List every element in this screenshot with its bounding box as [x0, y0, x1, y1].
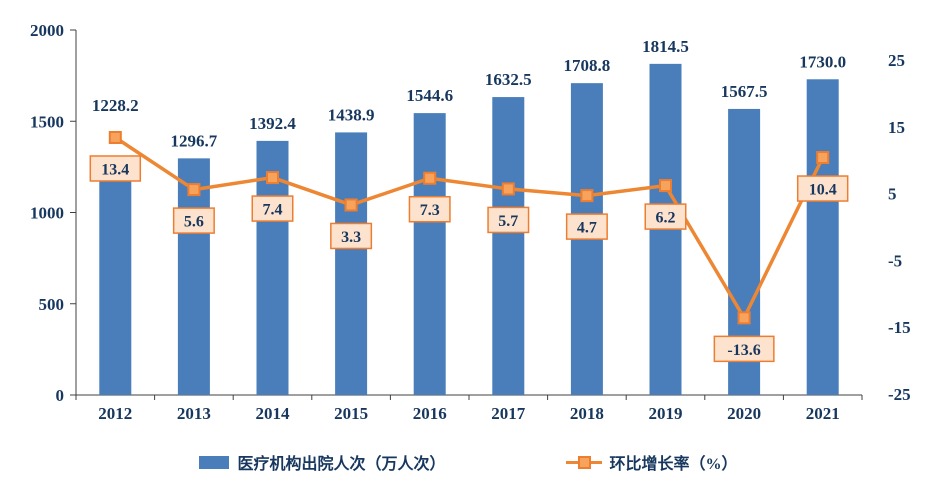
y-axis-tick-label: 1000	[30, 204, 64, 223]
line-value-label: 7.3	[420, 202, 440, 219]
secondary-y-axis-tick-label: 5	[888, 185, 897, 204]
x-axis-category-label: 2016	[413, 404, 447, 423]
x-axis-category-label: 2017	[491, 404, 526, 423]
line-swatch-marker	[577, 455, 591, 469]
line-marker	[108, 130, 122, 144]
secondary-y-axis-tick-label: 15	[888, 118, 905, 137]
line-value-label-box	[89, 155, 142, 182]
secondary-y-axis-tick-label: -15	[888, 318, 911, 337]
legend-label-line-series: 环比增长率（%）	[609, 456, 738, 473]
y-axis-tick-label: 1500	[30, 112, 64, 131]
line-series	[114, 136, 825, 320]
line-value-label: 4.7	[577, 220, 597, 237]
legend: 医疗机构出院人次（万人次） 环比增长率（%）	[0, 450, 937, 474]
line-value-label: 5.7	[498, 213, 518, 230]
line-value-label-box	[172, 207, 215, 234]
line-value-label: -13.6	[727, 342, 760, 359]
x-axis-category-label: 2018	[570, 404, 604, 423]
bar	[806, 79, 839, 396]
line-value-label-box	[487, 206, 530, 234]
line-value-label-box	[251, 195, 294, 222]
bar	[413, 113, 446, 395]
line-marker	[737, 311, 751, 325]
y-axis-tick-label: 0	[56, 386, 65, 405]
line-value-label: 5.6	[184, 214, 204, 231]
bar-value-label: 1708.8	[564, 56, 611, 75]
bar-value-label: 1567.5	[721, 82, 768, 101]
line-value-label: 10.4	[809, 182, 837, 199]
line-marker	[344, 198, 358, 212]
line-marker	[266, 171, 279, 185]
secondary-y-axis-tick-label: -25	[888, 385, 911, 404]
x-axis-category-label: 2021	[806, 404, 840, 423]
line-value-label-box	[796, 175, 849, 202]
bar	[99, 170, 132, 395]
x-axis-category-label: 2014	[256, 404, 291, 423]
bar-swatch-icon	[199, 455, 230, 469]
line-value-label-box	[713, 335, 775, 363]
bar-value-label: 1730.0	[799, 52, 846, 71]
legend-item-line-series: 环比增长率（%）	[565, 450, 738, 474]
bar	[177, 158, 210, 395]
bar-value-label: 1228.2	[92, 96, 139, 115]
line-value-label-box	[330, 222, 373, 250]
line-value-label: 13.4	[101, 161, 129, 178]
line-marker	[816, 151, 830, 165]
legend-label-bar-series: 医疗机构出院人次（万人次）	[237, 456, 446, 473]
line-value-label-box	[565, 213, 608, 240]
bar-value-label: 1544.6	[406, 86, 453, 105]
bar	[492, 97, 525, 395]
bar-value-label: 1814.5	[642, 37, 689, 56]
y-axis-tick-label: 2000	[30, 21, 64, 40]
line-marker-swatch-icon	[565, 455, 602, 469]
bar-value-label: 1438.9	[328, 105, 375, 124]
bar-value-label: 1632.5	[485, 70, 532, 89]
bar-value-label: 1296.7	[171, 131, 218, 150]
line-value-label-box	[408, 195, 451, 223]
line-marker	[501, 182, 515, 196]
y-axis-tick-label: 500	[39, 295, 65, 314]
secondary-y-axis-tick-label: 25	[888, 51, 905, 70]
bar-value-label: 1392.4	[249, 114, 296, 133]
x-axis-category-label: 2019	[649, 404, 683, 423]
line-value-label: 6.2	[656, 210, 676, 227]
legend-item-bar-series: 医疗机构出院人次（万人次）	[199, 450, 446, 474]
line-marker	[423, 171, 437, 185]
x-axis-category-label: 2013	[177, 404, 211, 423]
line-marker	[580, 189, 594, 203]
chart-canvas: 0 500 1000 1500 2000 -25 -15 -5 5 15 25 2012 2013 201…	[30, 21, 911, 423]
line-value-label: 7.4	[263, 202, 283, 219]
x-axis-category-label: 2012	[98, 404, 132, 423]
line-value-label-box	[644, 203, 687, 230]
line-value-label: 3.3	[341, 229, 361, 246]
line-marker	[187, 183, 201, 197]
secondary-y-axis-tick-label: -5	[888, 251, 902, 270]
x-axis-category-label: 2015	[334, 404, 368, 423]
x-axis-category-label: 2020	[727, 404, 761, 423]
bar	[335, 132, 368, 395]
line-marker	[659, 179, 672, 193]
